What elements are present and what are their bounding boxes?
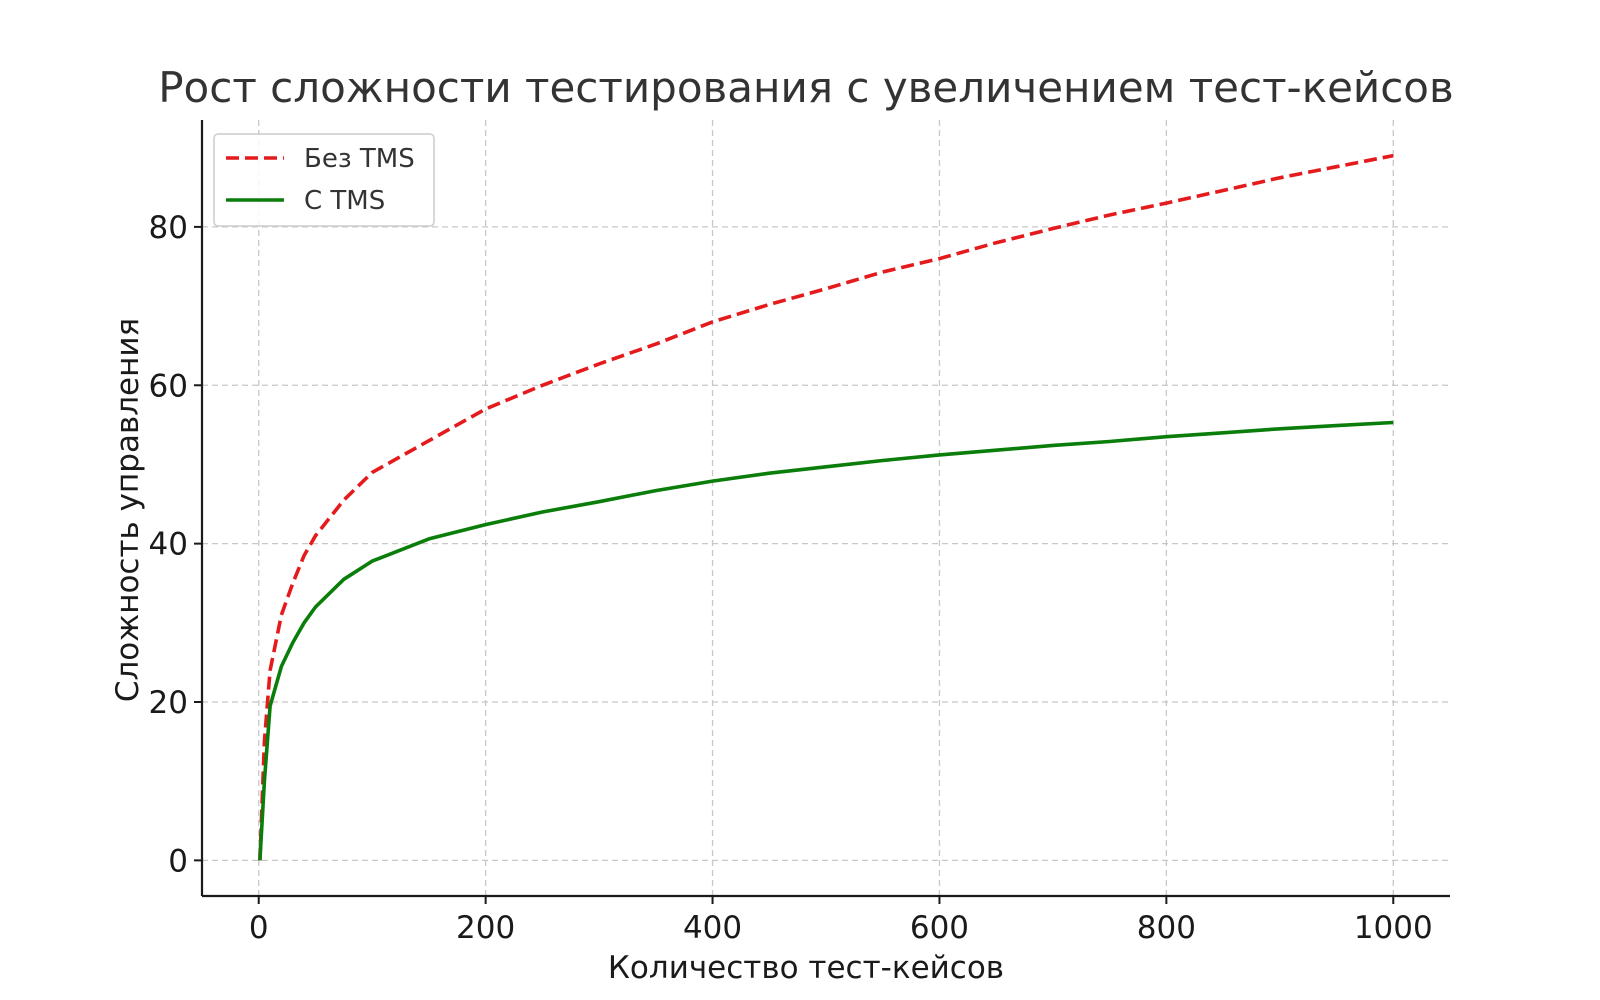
x-tick-label: 400 [683,910,742,946]
legend: Без TMS С TMS [213,133,435,227]
x-tick-label: 1000 [1354,910,1433,946]
x-tick-label: 0 [249,910,269,946]
x-axis-label: Количество тест-кейсов [608,950,1004,986]
axes [200,120,1450,898]
series-lines [258,153,1394,861]
y-tick-label: 80 [149,210,188,246]
series-line-2 [258,420,1394,861]
x-tick-label: 800 [1137,910,1196,946]
y-tick-label: 20 [149,685,188,721]
legend-label: С TMS [304,186,385,216]
y-axis-label: Сложность управления [110,318,146,702]
x-tick-label: 200 [456,910,515,946]
x-tick-label: 600 [910,910,969,946]
grid [202,120,1450,896]
legend-label: Без TMS [304,144,415,174]
y-tick-label: 40 [149,527,188,563]
y-tick-label: 60 [149,368,188,404]
chart-title: Рост сложности тестирования с увеличение… [158,63,1454,112]
series-line-1 [258,153,1394,861]
y-tick-label: 0 [168,843,188,879]
ticks: 0 200 400 600 800 1000 0 20 40 60 80 [149,210,1433,946]
